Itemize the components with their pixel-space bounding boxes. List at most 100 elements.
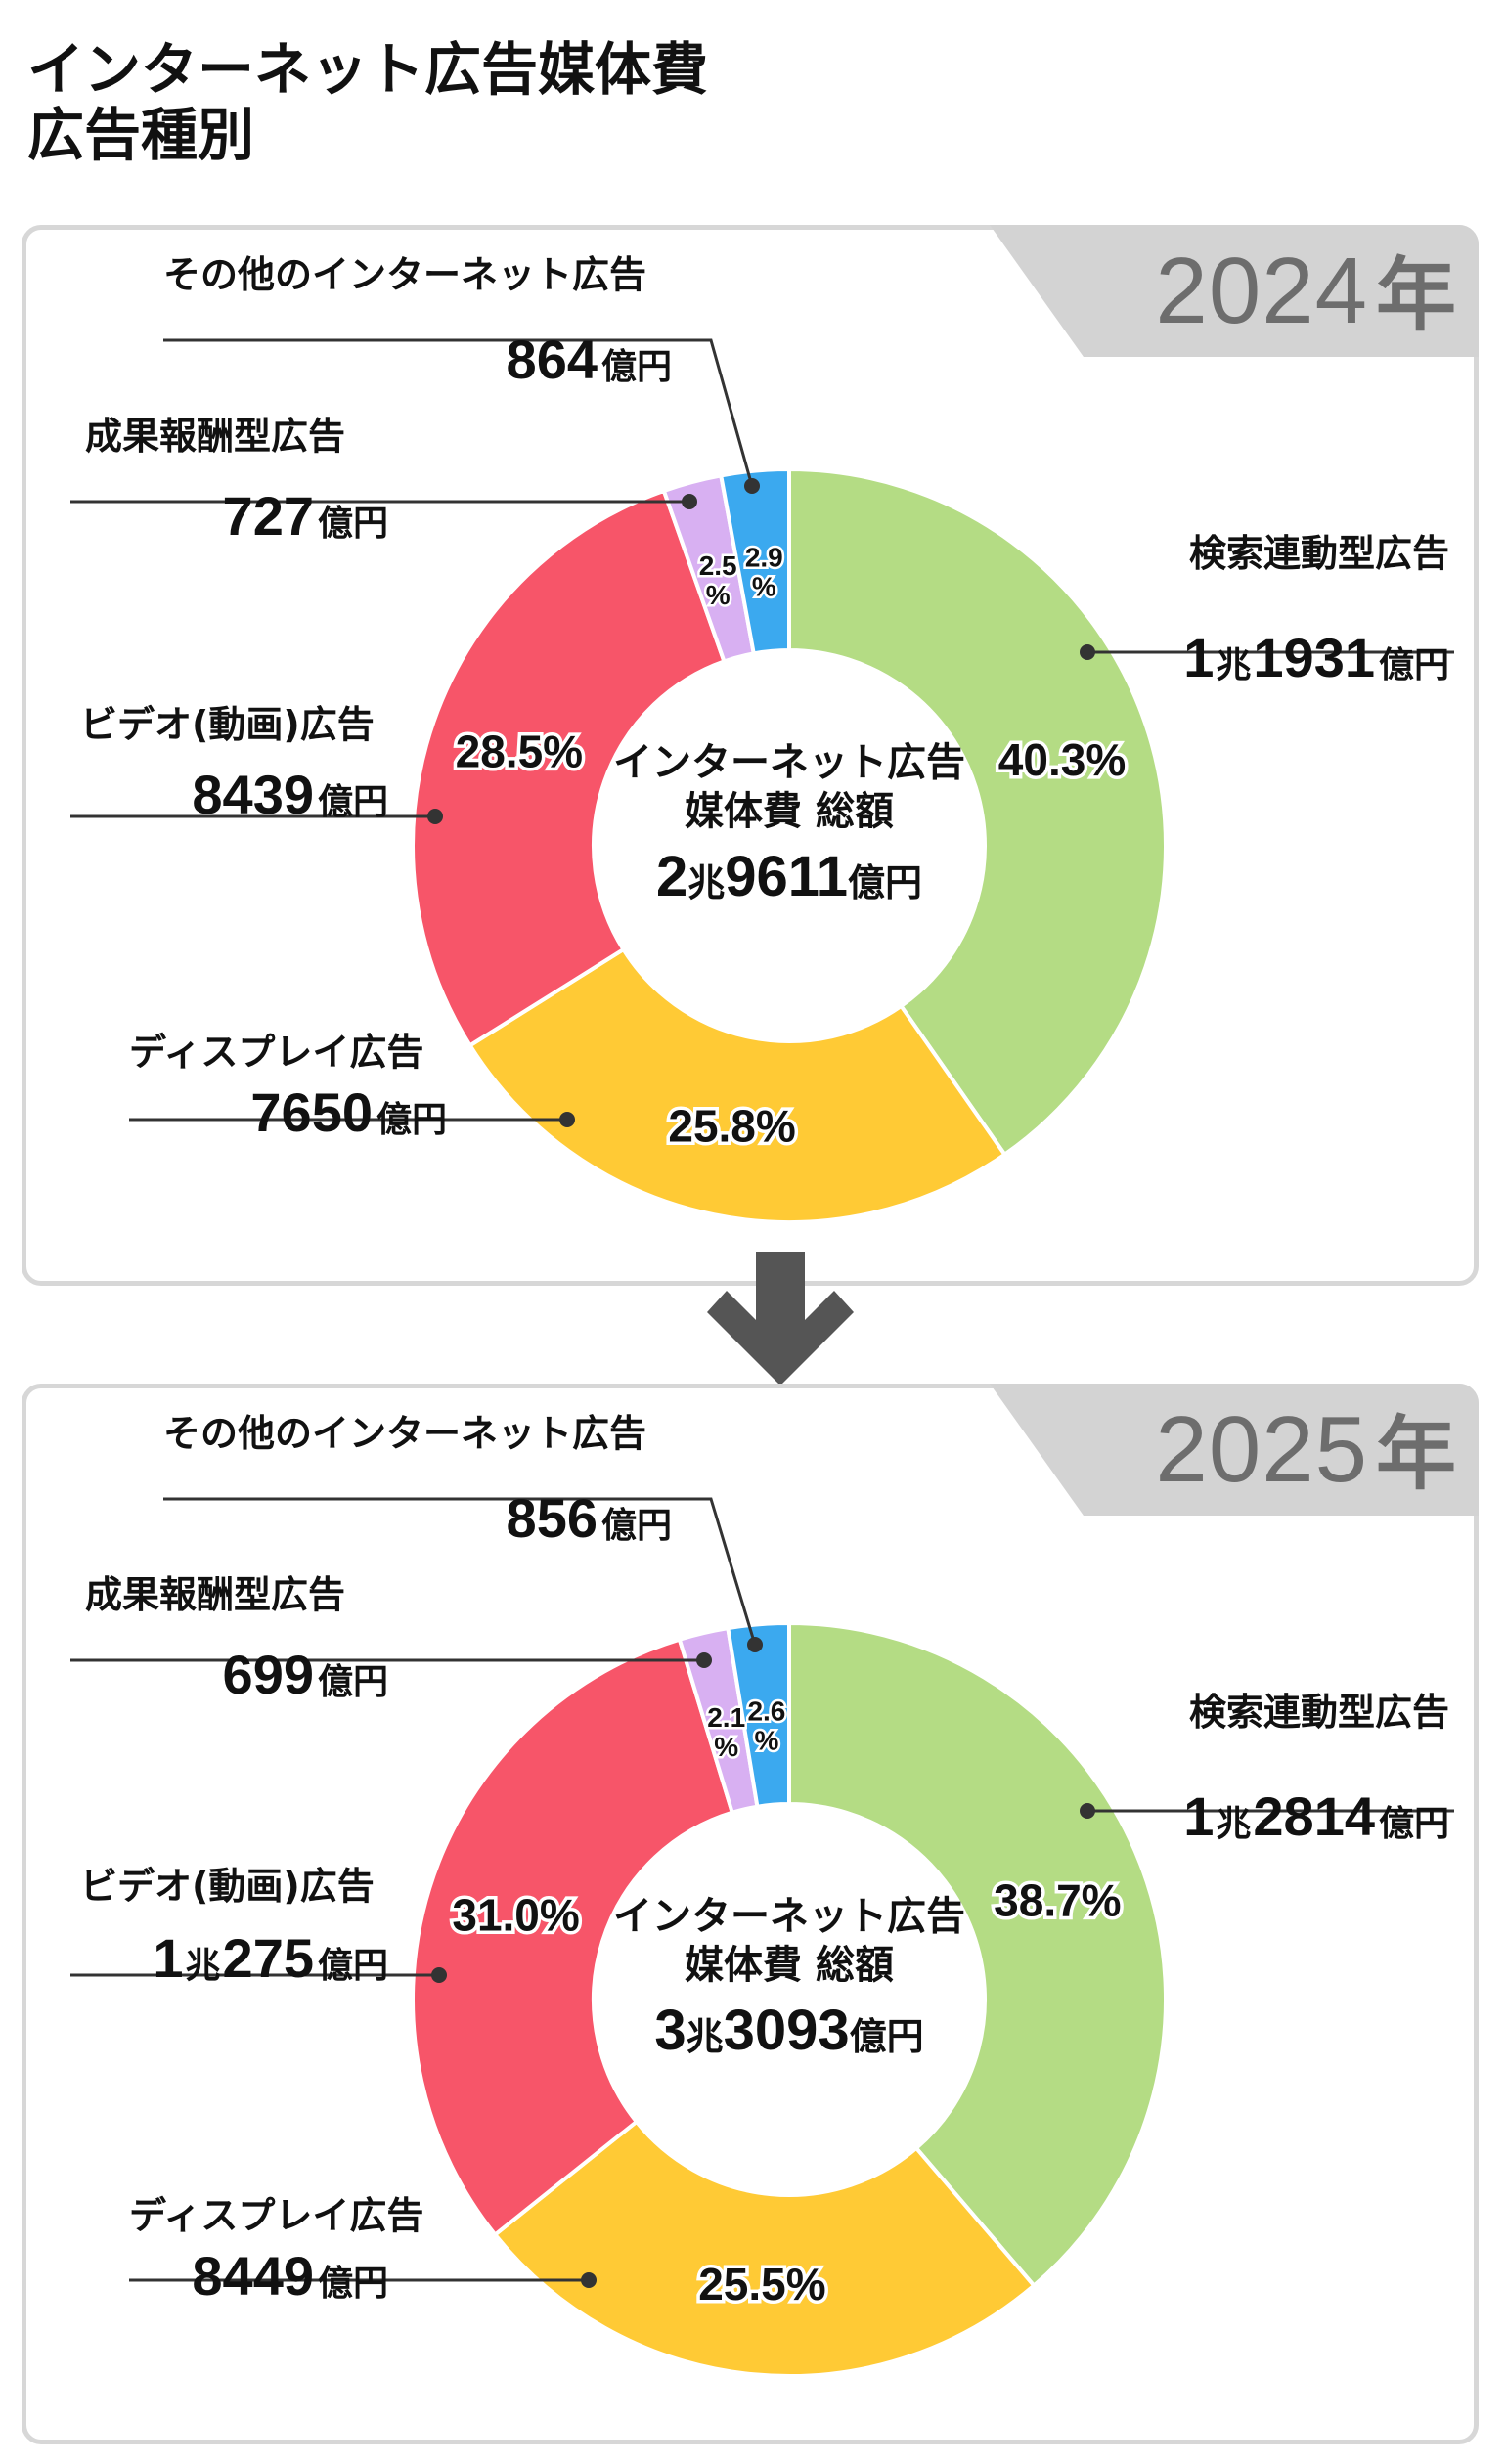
amount-cho-unit: 兆	[1216, 1803, 1252, 1843]
amount-cho-unit: 兆	[1216, 644, 1252, 684]
donut-slice	[411, 488, 727, 1049]
category-name: ディスプレイ広告	[129, 2194, 424, 2237]
category-amount: 727 億円	[223, 484, 388, 548]
down-arrow-icon	[707, 1252, 854, 1386]
donut-slice	[787, 466, 1168, 1158]
amount-unit: 億円	[1378, 1803, 1449, 1843]
donut-center-total: インターネット広告 媒体費 総額 2兆9611億円	[594, 738, 985, 909]
donut-slice	[411, 1637, 735, 2238]
leader-dot	[744, 478, 760, 494]
category-amount: 699 億円	[223, 1643, 388, 1706]
category-amount: 7650 億円	[250, 1080, 447, 1144]
percent-label: 2.6%	[747, 1695, 785, 1755]
total-unit: 億円	[848, 863, 923, 904]
amount-unit: 億円	[600, 346, 672, 386]
percent-label: 31.0%	[452, 1889, 579, 1940]
year-suffix: 年	[1375, 1410, 1457, 1499]
total-cho-unit: 兆	[687, 863, 726, 904]
percent-label: 38.7%	[994, 1875, 1121, 1926]
percent-label: 28.5%	[456, 726, 583, 777]
percent-label: 2.5%	[699, 550, 737, 610]
donut-slice	[492, 2119, 1038, 2378]
category-name: ディスプレイ広告	[129, 1031, 424, 1074]
category-name: 成果報酬型広告	[85, 415, 346, 458]
category-amount: 8439 億円	[192, 763, 388, 826]
leader-dot	[696, 1652, 712, 1668]
year-tab: 2024年	[990, 225, 1479, 357]
leader-line	[163, 1497, 757, 1646]
amount-number: 856	[506, 1487, 598, 1549]
percent-label: 2.9%	[745, 543, 783, 602]
page-title: インターネット広告媒体費 広告種別	[27, 37, 708, 167]
amount-number: 8449	[192, 2245, 314, 2307]
category-name: その他のインターネット広告	[163, 1412, 647, 1455]
center-label-2: 媒体費 総額	[685, 789, 894, 834]
leader-dot	[559, 1112, 575, 1127]
leader-dot	[747, 1637, 763, 1652]
center-label-2: 媒体費 総額	[685, 1943, 894, 1988]
donut-slice	[718, 466, 791, 656]
panel-2024: 2024年 40.3% 25.8% 28.5% 2.5% 2.9% 検索連動型広告 1兆19…	[22, 225, 1479, 1286]
category-amount: 1兆275 億円	[153, 1926, 388, 1990]
amount-unit: 億円	[317, 781, 388, 821]
year-label: 2025年	[1155, 1388, 1457, 1505]
donut-slice	[787, 1620, 1168, 2289]
category-name: 検索連動型広告	[1188, 532, 1449, 575]
leader-dot	[427, 809, 443, 824]
center-label-1: インターネット広告	[613, 740, 965, 785]
center-total-value: 3兆3093億円	[594, 1998, 985, 2063]
leader-dot	[1080, 1803, 1095, 1819]
category-amount: 8449 億円	[192, 2244, 388, 2308]
amount-unit: 億円	[317, 503, 388, 543]
panel-2025: 2025年 38.7% 25.5% 31.0% 2.1% 2.6% 検索連動型広告 1兆28…	[22, 1384, 1479, 2444]
category-name: その他のインターネット広告	[163, 253, 647, 296]
donut-chart: 40.3% 25.8% 28.5% 2.5 %2.9%	[70, 338, 1454, 1224]
category-amount: 1兆2814 億円	[1183, 1784, 1449, 1848]
leader-dot	[1080, 644, 1095, 660]
amount-unit: 億円	[600, 1505, 672, 1545]
amount-number: 7650	[250, 1081, 373, 1143]
total-unit: 億円	[849, 2017, 924, 2058]
total-number: 9611	[725, 845, 849, 908]
percent-label: 25.5%	[698, 2259, 825, 2310]
center-label-1: インターネット広告	[613, 1894, 965, 1939]
amount-cho-number: 1	[1183, 1785, 1215, 1847]
center-total-value: 2兆9611億円	[594, 844, 985, 909]
title-line-2: 広告種別	[27, 101, 255, 168]
amount-cho-number: 1	[1183, 627, 1215, 688]
amount-cho-number: 1	[153, 1927, 184, 1989]
amount-number: 275	[222, 1927, 314, 1989]
year-label: 2024年	[1155, 230, 1457, 346]
amount-number: 699	[222, 1644, 314, 1705]
leader-dot	[431, 1967, 447, 1983]
total-cho-number: 3	[654, 1999, 687, 2062]
percent-label: 2.1%	[707, 1702, 745, 1762]
amount-unit: 億円	[317, 2263, 388, 2303]
amount-unit: 億円	[1378, 644, 1449, 684]
amount-number: 1931	[1253, 627, 1375, 688]
amount-unit: 億円	[317, 1661, 388, 1701]
percent-label: 40.3%	[998, 734, 1126, 785]
amount-number: 2814	[1253, 1785, 1375, 1847]
category-name: 検索連動型広告	[1188, 1691, 1449, 1734]
year-tab: 2025年	[990, 1384, 1479, 1516]
leader-dot	[682, 494, 697, 509]
amount-unit: 億円	[317, 1945, 388, 1985]
leader-dot	[581, 2272, 597, 2288]
leader-line	[163, 338, 754, 487]
category-name: 成果報酬型広告	[85, 1573, 346, 1616]
donut-center-total: インターネット広告 媒体費 総額 3兆3093億円	[594, 1892, 985, 2063]
category-amount: 864 億円	[507, 328, 672, 391]
year-suffix: 年	[1375, 251, 1457, 340]
amount-unit: 億円	[376, 1099, 447, 1139]
donut-slice	[466, 946, 1008, 1224]
amount-number: 864	[506, 329, 598, 390]
total-number: 3093	[723, 1999, 850, 2062]
year-number: 2024	[1155, 239, 1368, 343]
amount-number: 8439	[192, 764, 314, 825]
total-cho-number: 2	[655, 845, 688, 908]
donut-chart: 38.7% 25.5% 31.0% 2.1 %2.6%	[70, 1497, 1454, 2378]
title-line-1: インターネット広告媒体費	[27, 36, 709, 103]
year-number: 2025	[1155, 1397, 1368, 1502]
total-cho-unit: 兆	[686, 2017, 724, 2058]
